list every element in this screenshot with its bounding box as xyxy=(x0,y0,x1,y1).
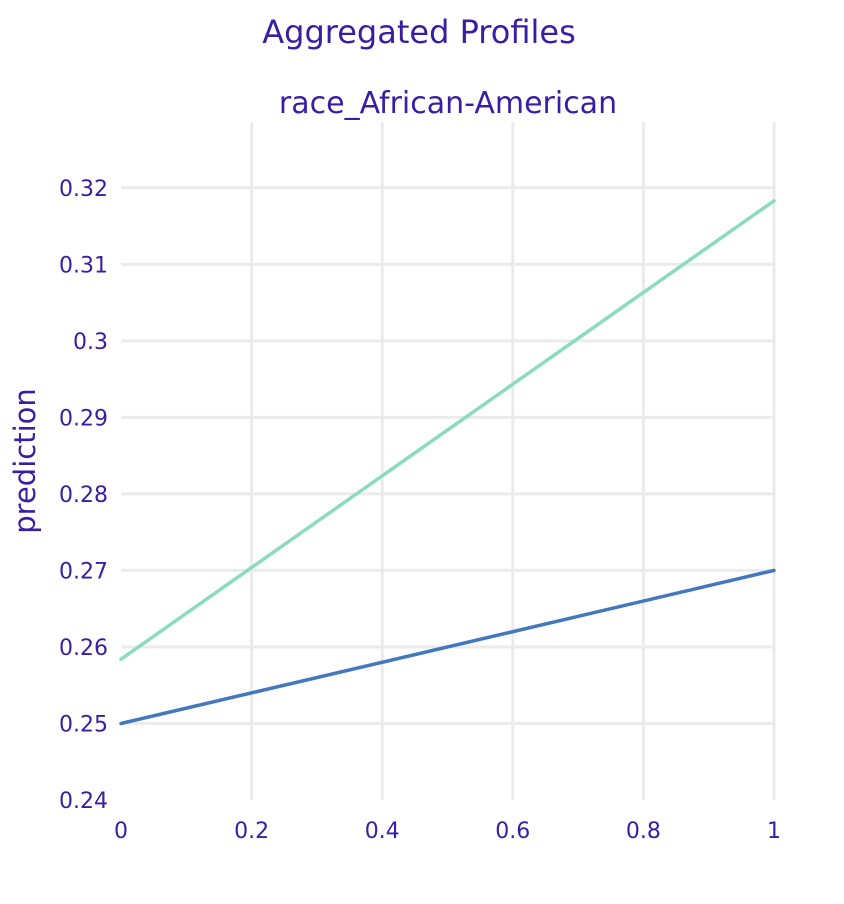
series-line-2 xyxy=(119,568,776,726)
x-tick-label: 0 xyxy=(114,819,128,844)
chart-subtitle: race_African-American xyxy=(279,86,617,121)
x-tick-label: 0.6 xyxy=(495,819,530,844)
x-tick-label: 0.8 xyxy=(626,819,661,844)
x-tick-label: 0.2 xyxy=(234,819,269,844)
y-tick-label: 0.31 xyxy=(59,253,108,278)
chart-title: Aggregated Profiles xyxy=(262,13,575,51)
y-gridlines xyxy=(121,186,774,725)
x-gridlines xyxy=(250,122,776,800)
y-tick-label: 0.28 xyxy=(59,483,108,508)
y-tick-label: 0.3 xyxy=(73,330,108,355)
y-tick-labels: 0.24 0.25 0.26 0.27 0.28 0.29 0.3 0.31 0.32 xyxy=(59,177,108,814)
series-line-1 xyxy=(119,199,776,661)
x-tick-label: 1 xyxy=(767,819,781,844)
series-lines xyxy=(119,199,776,726)
y-tick-label: 0.24 xyxy=(59,789,108,814)
y-tick-label: 0.25 xyxy=(59,712,108,737)
y-tick-label: 0.29 xyxy=(59,406,108,431)
y-axis-label: prediction xyxy=(8,388,42,534)
y-tick-label: 0.27 xyxy=(59,559,108,584)
y-tick-label: 0.26 xyxy=(59,636,108,661)
x-tick-label: 0.4 xyxy=(365,819,400,844)
y-tick-label: 0.32 xyxy=(59,177,108,202)
x-tick-labels: 0 0.2 0.4 0.6 0.8 1 xyxy=(114,819,781,844)
